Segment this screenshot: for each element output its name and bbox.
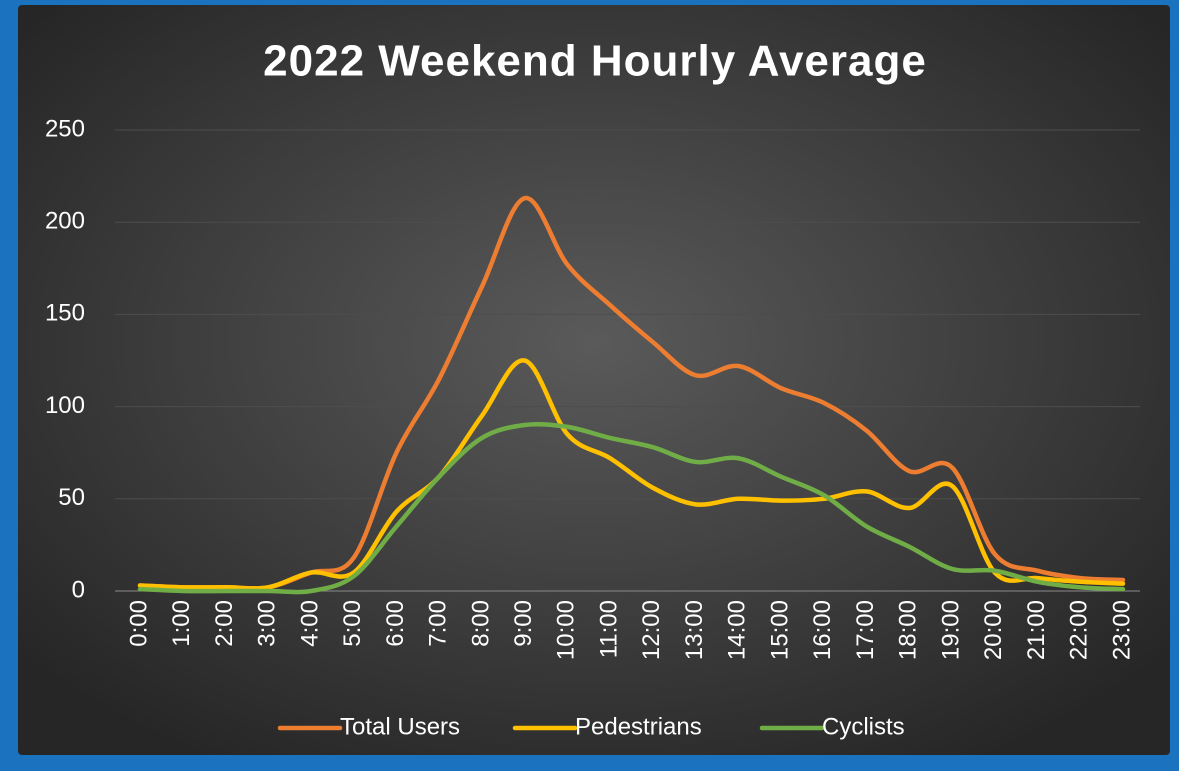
legend-label: Cyclists bbox=[822, 713, 905, 740]
x-tick-label: 9:00 bbox=[510, 600, 537, 647]
legend-label: Pedestrians bbox=[575, 713, 702, 740]
x-tick-label: 23:00 bbox=[1108, 600, 1135, 660]
y-tick-label: 200 bbox=[45, 208, 85, 235]
x-tick-label: 20:00 bbox=[980, 600, 1007, 660]
series-line bbox=[137, 421, 1126, 595]
y-tick-label: 0 bbox=[72, 576, 85, 603]
x-tick-label: 1:00 bbox=[168, 600, 195, 647]
x-tick-label: 18:00 bbox=[895, 600, 922, 660]
x-tick-label: 16:00 bbox=[809, 600, 836, 660]
x-tick-label: 21:00 bbox=[1023, 600, 1050, 660]
x-tick-label: 15:00 bbox=[766, 600, 793, 660]
y-tick-label: 250 bbox=[45, 115, 85, 142]
x-tick-label: 22:00 bbox=[1066, 600, 1093, 660]
y-tick-label: 50 bbox=[58, 484, 85, 511]
x-tick-label: 3:00 bbox=[254, 600, 281, 647]
x-tick-label: 12:00 bbox=[638, 600, 665, 660]
x-tick-label: 8:00 bbox=[467, 600, 494, 647]
x-tick-label: 17:00 bbox=[852, 600, 879, 660]
x-tick-label: 4:00 bbox=[296, 600, 323, 647]
chart-title: 2022 Weekend Hourly Average bbox=[263, 37, 927, 86]
x-tick-label: 6:00 bbox=[382, 600, 409, 647]
y-tick-label: 150 bbox=[45, 300, 85, 327]
x-tick-label: 13:00 bbox=[681, 600, 708, 660]
x-tick-label: 5:00 bbox=[339, 600, 366, 647]
chart-panel bbox=[18, 5, 1170, 755]
y-tick-label: 100 bbox=[45, 392, 85, 419]
x-tick-label: 0:00 bbox=[125, 600, 152, 647]
x-tick-label: 10:00 bbox=[553, 600, 580, 660]
x-tick-label: 7:00 bbox=[425, 600, 452, 647]
x-tick-label: 2:00 bbox=[211, 600, 238, 647]
x-tick-label: 11:00 bbox=[595, 600, 622, 658]
series-line bbox=[137, 358, 1126, 591]
x-tick-label: 14:00 bbox=[724, 600, 751, 660]
x-tick-label: 19:00 bbox=[937, 600, 964, 660]
legend-label: Total Users bbox=[340, 713, 460, 740]
